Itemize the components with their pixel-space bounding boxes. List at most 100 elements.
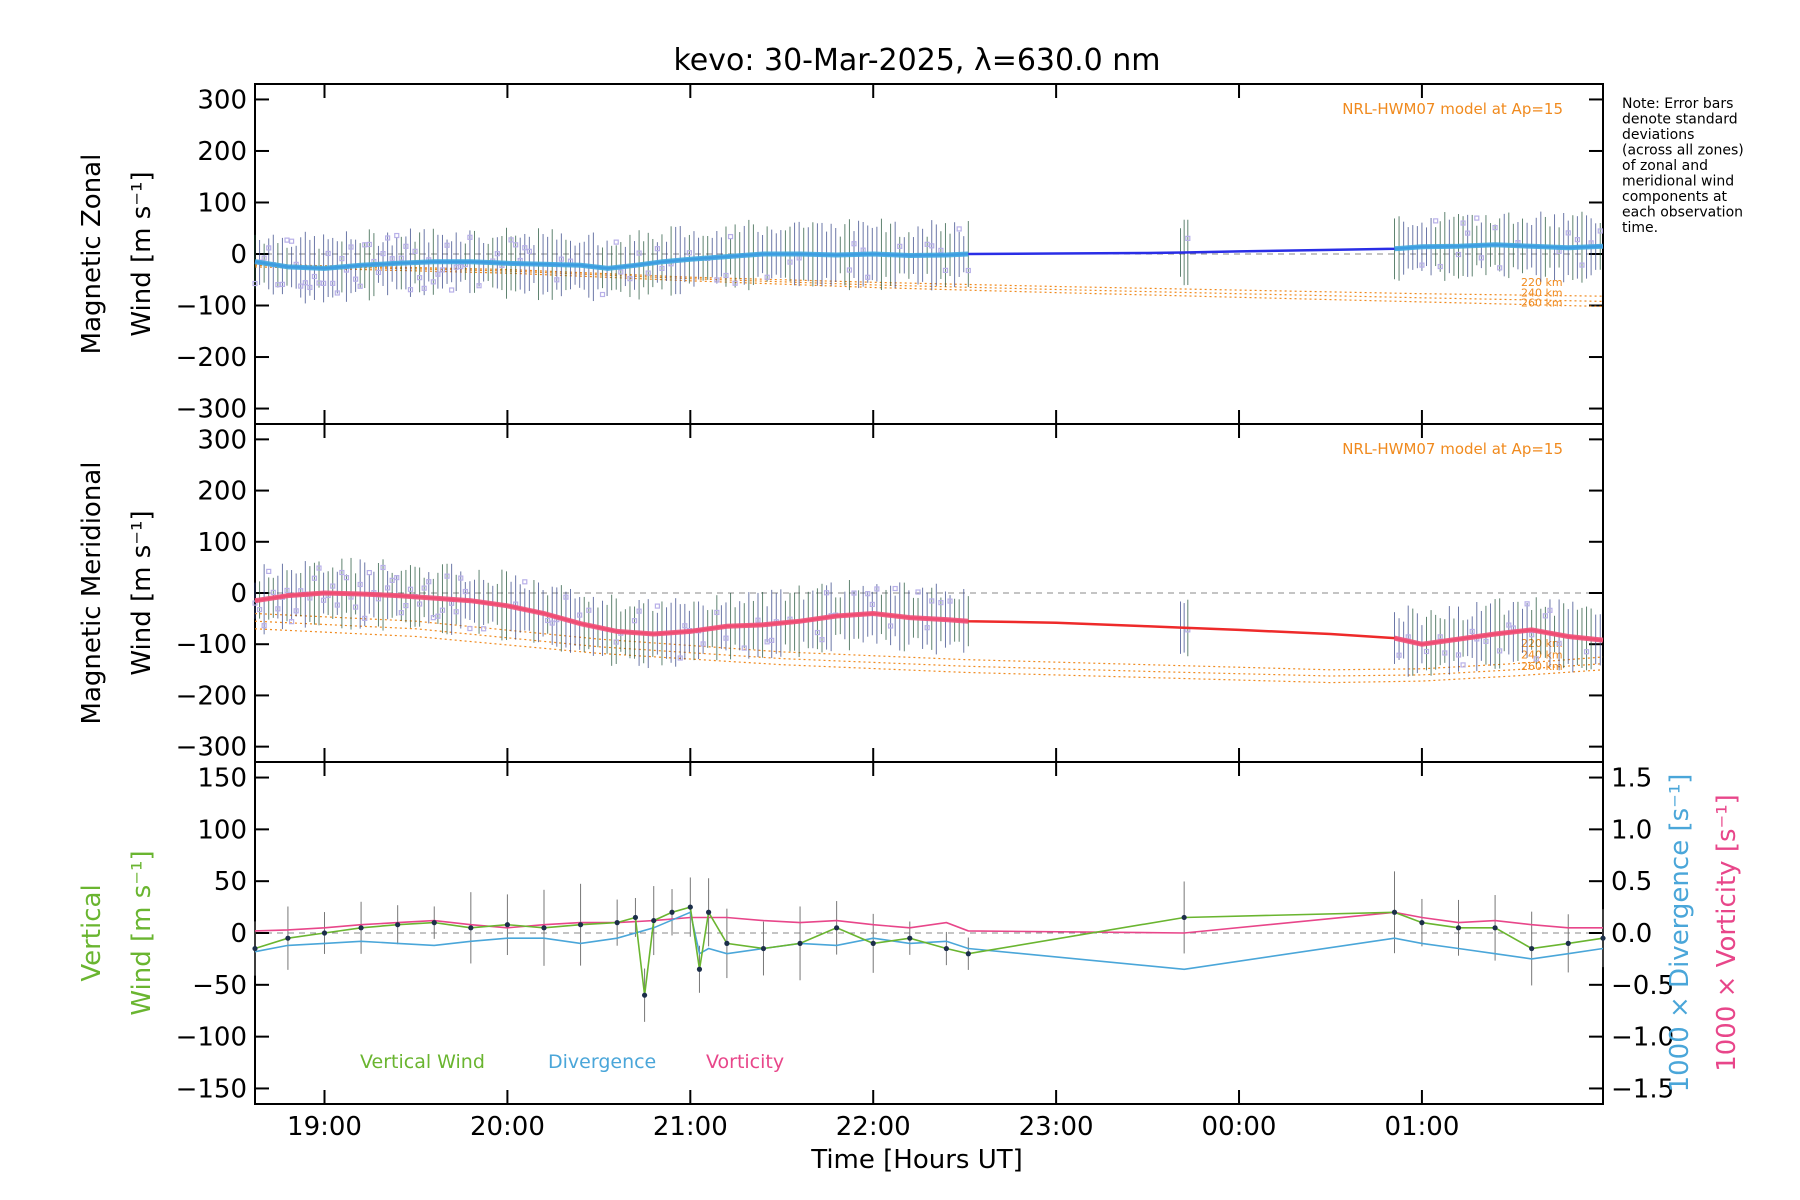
zone-point <box>270 589 276 595</box>
x-tick-label: 19:00 <box>287 1112 362 1142</box>
zone-point <box>727 233 734 240</box>
y-axis-label-bottom: Wind [m s⁻¹] <box>127 850 157 1015</box>
zone-point <box>339 256 345 262</box>
x-axis-label: Time [Hours UT] <box>810 1145 1023 1175</box>
note-line: meridional wind <box>1622 174 1734 190</box>
vertical-wind-point <box>1492 925 1498 931</box>
y-tick-label-right: −0.5 <box>1611 971 1674 1001</box>
vertical-wind-point <box>760 945 767 952</box>
divergence-line <box>254 911 1604 971</box>
wind-mean-line <box>254 590 969 637</box>
zone-point <box>897 243 903 249</box>
zone-point <box>764 274 770 280</box>
zone-point <box>256 607 263 613</box>
zone-point <box>394 575 400 581</box>
zone-point <box>407 287 414 293</box>
altitude-label: 220 km <box>1521 276 1563 289</box>
zone-point <box>1460 662 1466 668</box>
zone-point <box>755 617 761 623</box>
zone-point <box>1556 640 1562 647</box>
x-tick-label: 01:00 <box>1384 1112 1459 1142</box>
vertical-wind-point <box>797 940 803 946</box>
y-tick-label: 300 <box>197 85 247 115</box>
vertical-wind-point <box>614 920 620 926</box>
zone-point <box>851 590 857 596</box>
zone-point <box>563 594 569 600</box>
y-tick-label: −100 <box>176 630 247 660</box>
zone-point <box>577 612 583 618</box>
zone-point <box>311 273 318 280</box>
zone-point <box>435 613 441 619</box>
panels: 300 200 100 0 −100 −200 −300 Magnetic Zonal Wind… <box>77 83 1742 1142</box>
zone-point <box>1565 230 1571 236</box>
zone-point <box>362 615 368 621</box>
zone-point <box>965 267 971 274</box>
zone-point <box>613 639 619 645</box>
panel-zonal: 300 200 100 0 −100 −200 −300 Magnetic Zonal Wind… <box>77 83 1604 425</box>
zone-point <box>339 569 345 576</box>
zone-point <box>252 600 258 606</box>
zone-point <box>599 291 606 298</box>
altitude-label: 260 km <box>1521 660 1563 673</box>
vertical-wind-point <box>541 925 547 931</box>
altitude-label: 240 km <box>1521 286 1563 299</box>
y-tick-label: −200 <box>176 343 247 373</box>
zone-point <box>1542 613 1548 619</box>
zone-point <box>380 564 386 571</box>
y-tick-label-right: −1.5 <box>1611 1074 1674 1104</box>
vertical-wind-point <box>1419 920 1425 926</box>
zone-point <box>325 250 331 257</box>
vertical-wind-point <box>504 922 511 928</box>
vorticity-axis-label: 1000 × Vorticity [s⁻¹] <box>1712 794 1742 1072</box>
zone-point <box>449 287 455 293</box>
y-tick-label: 100 <box>197 188 247 218</box>
zone-point <box>320 280 327 286</box>
zone-point <box>298 283 304 289</box>
vertical-wind-point <box>651 917 657 924</box>
zone-point <box>1579 262 1585 268</box>
y-tick-label: 0 <box>230 919 247 949</box>
zone-point <box>714 277 720 283</box>
zone-point <box>330 280 336 286</box>
zone-point <box>1583 649 1590 655</box>
vertical-wind-point <box>395 922 401 928</box>
model-line-220km <box>254 263 1604 297</box>
zone-point <box>636 608 642 614</box>
vertical-wind-point <box>724 940 730 946</box>
zone-point <box>403 603 409 609</box>
zone-point <box>275 606 281 612</box>
zone-point <box>352 276 359 282</box>
y-tick-label-right: −1.0 <box>1611 1023 1674 1053</box>
zone-point <box>439 267 446 273</box>
zone-point <box>938 600 944 606</box>
zone-point <box>389 256 395 262</box>
zone-point <box>1437 634 1443 640</box>
zone-point <box>513 242 519 248</box>
vertical-wind-point <box>696 966 703 972</box>
zone-point <box>1597 228 1603 234</box>
zone-point <box>288 238 295 244</box>
zone-point <box>1455 652 1462 658</box>
zone-point <box>627 276 633 282</box>
y-tick-label: −100 <box>176 1023 247 1053</box>
vertical-wind-point <box>632 914 639 921</box>
zone-point <box>700 641 706 647</box>
zone-point <box>394 232 400 239</box>
zone-point <box>426 579 432 585</box>
y-axis-label-top: Magnetic Meridional <box>77 462 107 725</box>
zone-point <box>1437 263 1443 270</box>
x-tick-label: 22:00 <box>836 1112 911 1142</box>
zone-point <box>1524 601 1530 607</box>
vertical-wind-point <box>1529 945 1535 952</box>
zone-point <box>266 245 272 251</box>
zone-point <box>385 235 391 241</box>
zone-point <box>307 284 313 291</box>
zone-point <box>261 623 267 629</box>
note-line: (across all zones) <box>1622 143 1744 159</box>
zone-point <box>407 586 414 592</box>
y-tick-label: −300 <box>176 395 247 425</box>
vertical-wind-point <box>870 940 876 946</box>
panel-meridional: 300 200 100 0 −100 −200 −300 Magnetic Meridiona… <box>77 423 1604 763</box>
vertical-wind-point <box>706 909 712 915</box>
